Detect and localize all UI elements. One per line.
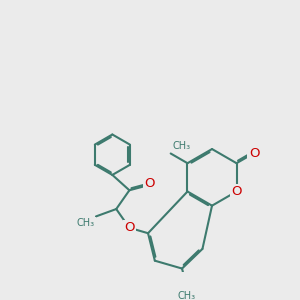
Text: CH₃: CH₃	[178, 291, 196, 300]
Text: O: O	[124, 221, 135, 234]
Text: O: O	[144, 177, 155, 190]
Text: CH₃: CH₃	[76, 218, 94, 228]
Text: O: O	[249, 147, 259, 160]
Text: CH₃: CH₃	[172, 141, 190, 151]
Text: O: O	[231, 185, 242, 198]
